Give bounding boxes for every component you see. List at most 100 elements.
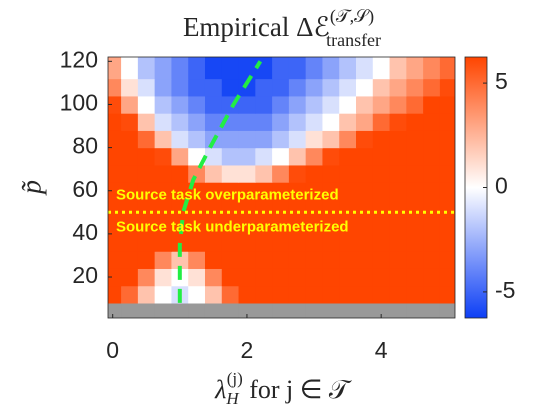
heatmap-cell — [389, 147, 407, 166]
heatmap-cell — [188, 164, 206, 183]
heatmap-cell — [188, 78, 206, 97]
heatmap-cell — [322, 130, 340, 149]
heatmap-cell — [121, 285, 139, 304]
heatmap-cell — [288, 78, 307, 97]
heatmap-cell — [121, 113, 139, 131]
heatmap-cell — [221, 302, 240, 318]
heatmap-cell — [108, 164, 122, 183]
heatmap-cell — [171, 251, 189, 269]
heatmap-cell — [255, 233, 273, 252]
heatmap-cell — [238, 130, 256, 149]
heatmap-cell — [356, 302, 374, 318]
heatmap-cell — [204, 268, 223, 287]
heatmap-cell — [339, 130, 357, 149]
heatmap-cell — [238, 78, 256, 97]
heatmap-cell — [406, 57, 424, 80]
heatmap-cell — [322, 233, 340, 252]
y-tick-label: 100 — [60, 90, 98, 116]
heatmap-cell — [339, 57, 357, 80]
heatmap-cell — [204, 182, 223, 200]
heatmap-cell — [372, 130, 391, 149]
heatmap-cell — [356, 285, 374, 304]
heatmap-cell — [305, 233, 324, 252]
heatmap-cell — [288, 164, 307, 183]
heatmap-cell — [288, 130, 307, 149]
heatmap-cell — [305, 182, 324, 200]
heatmap-cell — [255, 251, 273, 269]
heatmap-cell — [439, 233, 455, 252]
heatmap-cell — [406, 285, 424, 304]
heatmap-cell — [188, 57, 206, 80]
heatmap-cell — [108, 182, 122, 200]
heatmap-cell — [108, 95, 122, 114]
heatmap-cell — [154, 182, 173, 200]
heatmap-cell — [154, 268, 173, 287]
heatmap-cell — [322, 113, 340, 131]
heatmap-cell — [154, 216, 173, 235]
heatmap-cell — [204, 216, 223, 235]
heatmap-cell — [221, 216, 240, 235]
heatmap-cell — [154, 78, 173, 97]
title-superscript: (𝒯,𝒮) — [330, 6, 374, 27]
heatmap-cell — [356, 95, 374, 114]
heatmap-cell — [305, 302, 324, 318]
heatmap-cell — [204, 95, 223, 114]
heatmap-cell — [322, 182, 340, 200]
heatmap-cell — [221, 130, 240, 149]
heatmap-cell — [372, 78, 391, 97]
heatmap-cell — [221, 57, 240, 80]
heatmap-cell — [372, 182, 391, 200]
heatmap-cell — [406, 78, 424, 97]
heatmap-cell — [356, 113, 374, 131]
heatmap-cell — [238, 268, 256, 287]
heatmap-cell — [389, 113, 407, 131]
heatmap-cell — [423, 302, 441, 318]
heatmap-cell — [439, 78, 455, 97]
heatmap-cell — [339, 216, 357, 235]
heatmap-cell — [221, 78, 240, 97]
xlabel-suffix: for j ∈ 𝒯 — [243, 375, 352, 404]
heatmap-cell — [356, 268, 374, 287]
heatmap-cell — [389, 182, 407, 200]
heatmap — [108, 57, 455, 318]
heatmap-cell — [171, 233, 189, 252]
heatmap-cell — [188, 130, 206, 149]
heatmap-cell — [322, 302, 340, 318]
heatmap-cell — [171, 113, 189, 131]
heatmap-cell — [406, 233, 424, 252]
heatmap-cell — [221, 182, 240, 200]
heatmap-cell — [372, 113, 391, 131]
heatmap-cell — [272, 164, 290, 183]
heatmap-cell — [272, 113, 290, 131]
heatmap-cell — [272, 95, 290, 114]
heatmap-cell — [439, 268, 455, 287]
heatmap-cell — [221, 147, 240, 166]
y-tick-label: 80 — [72, 133, 98, 159]
heatmap-cell — [389, 199, 407, 218]
heatmap-cell — [255, 199, 273, 218]
heatmap-cell — [137, 285, 156, 304]
heatmap-cell — [255, 302, 273, 318]
heatmap-cell — [305, 216, 324, 235]
heatmap-cell — [339, 95, 357, 114]
heatmap-cell — [154, 57, 173, 80]
heatmap-cell — [154, 302, 173, 318]
annotation: Source task underparameterized — [116, 218, 349, 235]
heatmap-cell — [171, 182, 189, 200]
title-subscript: transfer — [326, 30, 381, 50]
heatmap-cell — [423, 113, 441, 131]
heatmap-cell — [389, 164, 407, 183]
heatmap-cell — [322, 251, 340, 269]
xlabel-main: λ — [214, 375, 226, 404]
heatmap-cell — [322, 95, 340, 114]
heatmap-cell — [108, 268, 122, 287]
heatmap-cell — [238, 57, 256, 80]
heatmap-cell — [137, 251, 156, 269]
heatmap-cell — [356, 251, 374, 269]
colorbar-tick-label: -5 — [495, 277, 515, 303]
heatmap-cell — [423, 199, 441, 218]
heatmap-cell — [372, 95, 391, 114]
heatmap-cell — [406, 216, 424, 235]
colorbar-tick-label: 0 — [495, 173, 508, 199]
heatmap-cell — [372, 302, 391, 318]
